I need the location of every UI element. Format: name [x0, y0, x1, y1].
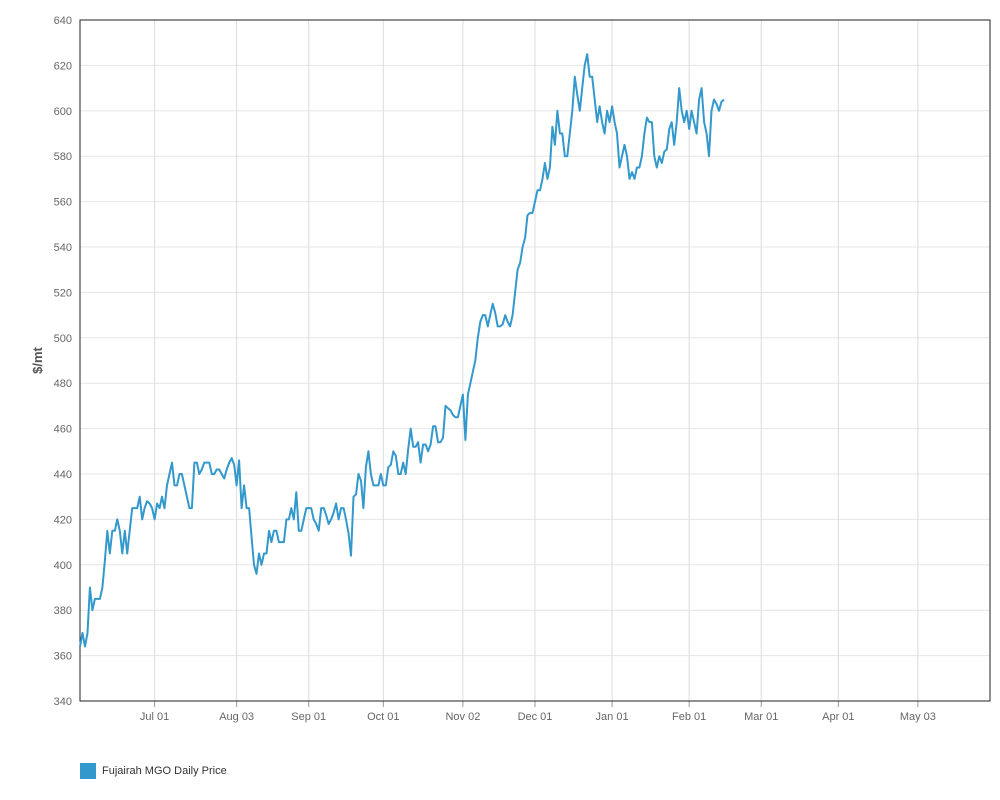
y-tick-label: 540	[54, 242, 72, 254]
y-axis-tick-labels: 340 360 380 400 420 440 460 480 500 520 540 560 580 6…	[54, 15, 72, 708]
y-tick-label: 420	[54, 514, 72, 526]
x-tick-label: Sep 01	[291, 711, 326, 723]
x-tick-label: Jan 01	[596, 711, 629, 723]
y-tick-label: 360	[54, 651, 72, 663]
y-tick-label: 640	[54, 15, 72, 27]
legend-swatch[interactable]	[80, 763, 96, 779]
y-tick-label: 520	[54, 287, 72, 299]
y-tick-label: 500	[54, 333, 72, 345]
x-tick-label: Oct 01	[367, 711, 399, 723]
x-tick-label: Feb 01	[672, 711, 706, 723]
y-tick-label: 440	[54, 469, 72, 481]
x-tick-label: Apr 01	[822, 711, 854, 723]
y-tick-label: 480	[54, 378, 72, 390]
y-tick-label: 340	[54, 696, 72, 708]
y-tick-label: 620	[54, 60, 72, 72]
x-tick-label: Aug 03	[219, 711, 254, 723]
axes	[79, 19, 991, 707]
y-tick-label: 400	[54, 560, 72, 572]
y-tick-label: 580	[54, 151, 72, 163]
series-line[interactable]	[79, 53, 725, 648]
y-tick-label: 380	[54, 605, 72, 617]
x-tick-label: May 03	[900, 711, 936, 723]
plot-frame	[79, 19, 991, 702]
y-tick-label: 600	[54, 106, 72, 118]
series-layer	[79, 53, 725, 648]
x-tick-label: Jul 01	[140, 711, 169, 723]
x-axis-tick-labels: Jul 01 Aug 03 Sep 01 Oct 01 Nov 02 Dec 01 Jan …	[140, 711, 936, 723]
x-tick-label: Dec 01	[518, 711, 553, 723]
y-tick-label: 560	[54, 197, 72, 209]
x-tick-label: Mar 01	[744, 711, 778, 723]
legend[interactable]: Fujairah MGO Daily Price	[80, 763, 227, 779]
x-tick-label: Nov 02	[445, 711, 480, 723]
y-axis-title: $/mt	[30, 346, 45, 373]
grid-lines	[80, 19, 990, 702]
y-tick-label: 460	[54, 424, 72, 436]
legend-label[interactable]: Fujairah MGO Daily Price	[102, 765, 227, 777]
